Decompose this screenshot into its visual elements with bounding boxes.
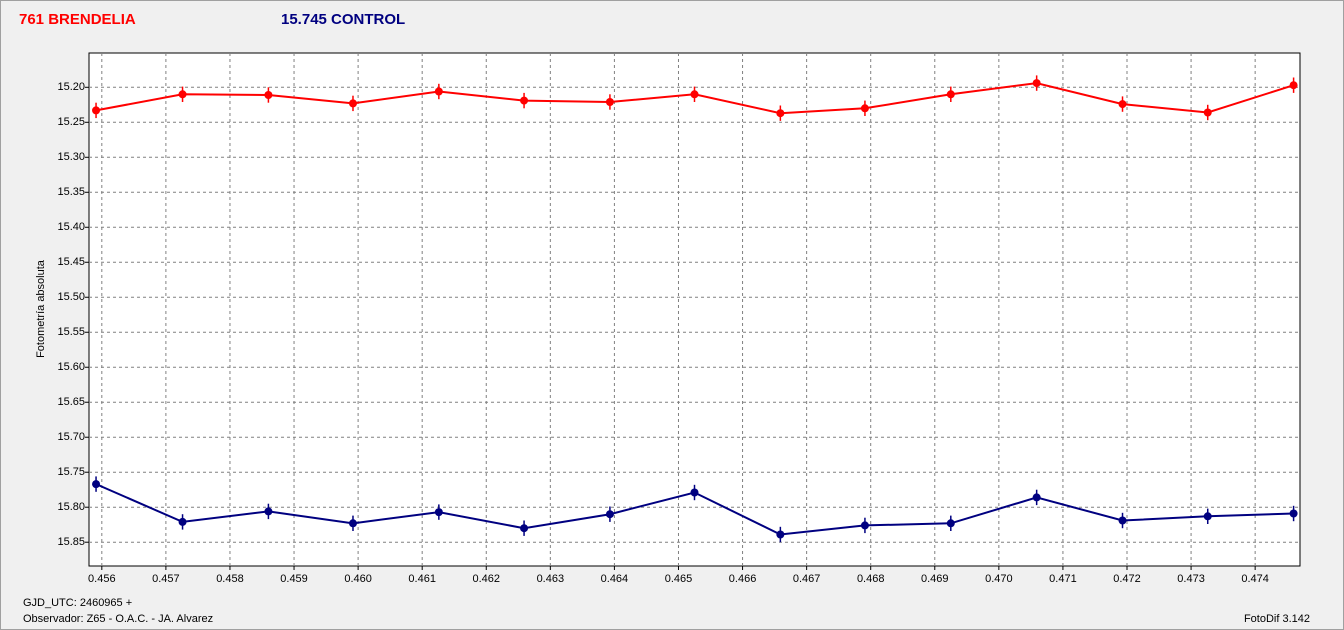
x-tick-label: 0.467 — [793, 573, 821, 585]
point — [92, 106, 101, 115]
x-tick-label: 0.460 — [344, 573, 372, 585]
y-tick-label: 15.80 — [57, 501, 85, 513]
x-tick-label: 0.459 — [280, 573, 308, 585]
y-tick-label: 15.75 — [57, 466, 85, 478]
x-tick-label: 0.463 — [537, 573, 565, 585]
point — [690, 90, 699, 99]
x-tick-label: 0.456 — [88, 573, 116, 585]
x-tick-label: 0.466 — [729, 573, 757, 585]
legend-entry: 15.745 CONTROL — [281, 11, 405, 28]
x-tick-label: 0.468 — [857, 573, 885, 585]
point — [860, 104, 869, 113]
point — [1289, 509, 1298, 518]
point — [348, 99, 357, 108]
y-tick-label: 15.85 — [57, 536, 85, 548]
y-tick-label: 15.20 — [57, 81, 85, 93]
x-tick-label: 0.470 — [985, 573, 1013, 585]
point — [605, 97, 614, 106]
x-axis-label: GJD_UTC: 2460965 + — [23, 597, 132, 609]
observer: Observador: Z65 - O.A.C. - JA. Alvarez — [23, 613, 213, 625]
point — [1032, 493, 1041, 502]
point — [178, 90, 187, 99]
y-axis-label: Fotometría absoluta — [35, 259, 47, 358]
point — [434, 87, 443, 96]
x-tick-label: 0.471 — [1049, 573, 1077, 585]
y-tick-label: 15.35 — [57, 186, 85, 198]
point — [1118, 100, 1127, 109]
point — [520, 524, 529, 533]
point — [946, 519, 955, 528]
x-tick-label: 0.458 — [216, 573, 244, 585]
y-tick-label: 15.50 — [57, 291, 85, 303]
point — [1203, 512, 1212, 521]
y-tick-label: 15.65 — [57, 396, 85, 408]
x-tick-label: 0.462 — [472, 573, 500, 585]
point — [690, 488, 699, 497]
point — [178, 517, 187, 526]
point — [605, 510, 614, 519]
x-tick-label: 0.474 — [1241, 573, 1269, 585]
x-tick-label: 0.469 — [921, 573, 949, 585]
x-tick-label: 0.465 — [665, 573, 693, 585]
software: FotoDif 3.142 — [1244, 613, 1310, 625]
x-tick-label: 0.457 — [152, 573, 180, 585]
point — [348, 519, 357, 528]
legend-entry: 761 BRENDELIA — [19, 11, 136, 28]
point — [860, 521, 869, 530]
point — [1118, 516, 1127, 525]
y-tick-label: 15.40 — [57, 221, 85, 233]
plot-area — [88, 52, 1301, 567]
y-tick-label: 15.55 — [57, 326, 85, 338]
point — [434, 508, 443, 517]
point — [776, 530, 785, 539]
y-tick-label: 15.30 — [57, 151, 85, 163]
point — [946, 90, 955, 99]
x-tick-label: 0.464 — [601, 573, 629, 585]
x-tick-label: 0.461 — [408, 573, 436, 585]
y-tick-label: 15.60 — [57, 361, 85, 373]
point — [264, 507, 273, 516]
point — [92, 480, 101, 489]
y-tick-label: 15.70 — [57, 431, 85, 443]
point — [1289, 81, 1298, 90]
point — [776, 109, 785, 118]
point — [1203, 108, 1212, 117]
y-tick-label: 15.25 — [57, 116, 85, 128]
y-tick-label: 15.45 — [57, 256, 85, 268]
x-tick-label: 0.472 — [1113, 573, 1141, 585]
x-tick-label: 0.473 — [1177, 573, 1205, 585]
point — [264, 90, 273, 99]
point — [1032, 79, 1041, 88]
point — [520, 96, 529, 105]
